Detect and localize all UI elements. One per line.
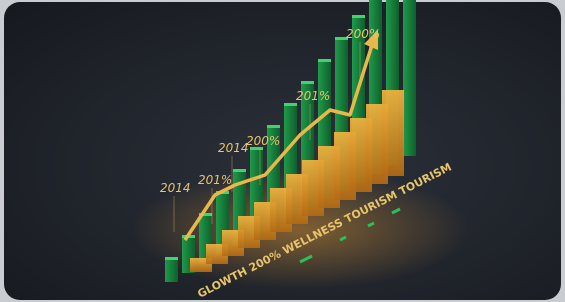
green-bar xyxy=(165,260,178,282)
green-bar-top xyxy=(301,81,314,84)
green-bar-top xyxy=(233,169,246,172)
year-label: 200% xyxy=(346,27,380,41)
green-bar xyxy=(403,0,416,156)
green-bar-top xyxy=(267,125,280,128)
year-label: 201% xyxy=(296,89,330,103)
green-bar-top xyxy=(284,103,297,106)
year-label: 2014 xyxy=(218,141,249,155)
green-bar-top xyxy=(318,59,331,62)
year-label: 2014 xyxy=(160,181,191,195)
illustration: 2014201%2014200%201%200% GLOWTH 200% WEL… xyxy=(0,0,565,302)
page: {"labels": ["2014", "201%", "2014", "200… xyxy=(0,0,565,302)
orange-step xyxy=(382,90,404,176)
green-bar-top xyxy=(352,15,365,18)
year-label: 201% xyxy=(198,173,232,187)
year-label: 200% xyxy=(246,134,280,148)
green-bar-top xyxy=(165,257,178,260)
